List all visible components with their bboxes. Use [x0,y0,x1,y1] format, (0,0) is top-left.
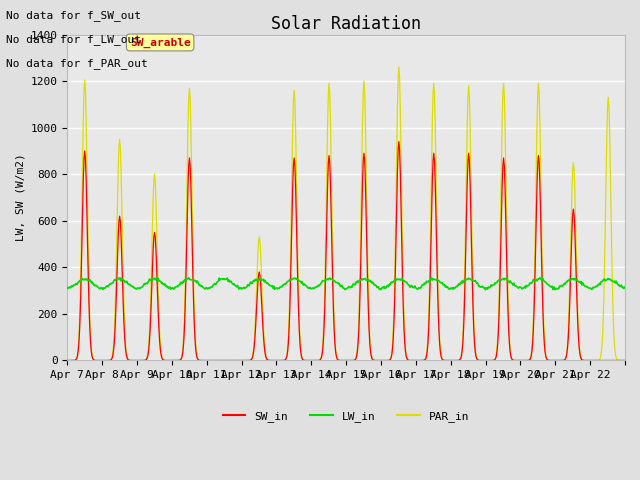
Text: No data for f_PAR_out: No data for f_PAR_out [6,58,148,69]
PAR_in [405,358,413,363]
Text: SW_arable: SW_arable [130,37,191,48]
Line: LW_in: LW_in [67,278,625,290]
LW_in [436,278,444,284]
SW_in [203,358,211,363]
SW_in [405,358,413,363]
Text: No data for f_SW_out: No data for f_SW_out [6,10,141,21]
SW_in [260,336,268,341]
LW_in [404,282,412,288]
SW_in [436,348,444,354]
LW_in [481,287,489,293]
SW_in [129,358,136,363]
LW_in [281,281,289,287]
SW_in [232,358,240,363]
LW_in [185,275,193,281]
SW_in [621,358,629,363]
SW_in [63,358,71,363]
Y-axis label: LW, SW (W/m2): LW, SW (W/m2) [15,154,25,241]
LW_in [260,276,268,282]
LW_in [63,285,71,291]
LW_in [232,283,240,289]
LW_in [129,284,136,290]
PAR_in [281,357,289,363]
Title: Solar Radiation: Solar Radiation [271,15,421,33]
PAR_in [395,64,403,70]
Line: PAR_in: PAR_in [67,67,625,360]
SW_in [395,139,403,144]
PAR_in [232,358,240,363]
LW_in [621,284,629,290]
SW_in [281,357,289,363]
PAR_in [203,358,211,363]
PAR_in [260,327,268,333]
PAR_in [63,358,71,363]
PAR_in [129,358,136,363]
Text: No data for f_LW_out: No data for f_LW_out [6,34,141,45]
PAR_in [621,358,629,363]
Line: SW_in: SW_in [67,142,625,360]
PAR_in [436,346,444,351]
Legend: SW_in, LW_in, PAR_in: SW_in, LW_in, PAR_in [219,407,474,427]
